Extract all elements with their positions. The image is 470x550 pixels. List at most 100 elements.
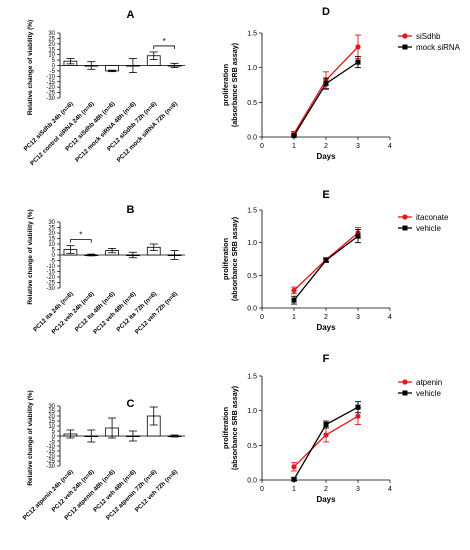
x-tick-label: 0 [260,486,264,493]
panel-label-e: E [322,189,329,201]
x-tick-label: 4 [388,486,392,493]
category-label: PC12 veh 72h (n=6) [134,468,179,513]
legend-label: atpenin [416,378,442,387]
data-point [323,432,329,438]
y-tick-label: -10 [46,444,55,450]
data-point [323,81,329,87]
y-tick-label: -25 [46,459,55,465]
y-tick-label: 5 [52,429,56,435]
y-tick-label: 0.0 [247,306,257,313]
x-axis-label: Days [316,495,336,504]
data-point [355,413,361,419]
y-tick-label: 5 [52,58,56,64]
panel-label-b: B [127,204,135,216]
line-panel-e: E 0.0 0.5 1.0 1.5 0 1 2 3 4 Days proliferation(abso… [221,189,449,332]
x-tick-label: 2 [324,486,328,493]
y-tick-label: -25 [46,281,55,287]
y-tick-label: 0 [52,64,56,70]
y-tick-label: 30 [48,220,55,226]
y-tick-label: -20 [46,275,55,281]
series-line [293,235,359,301]
data-point [355,404,361,410]
legend-marker [402,379,408,385]
y-tick-label: 15 [48,419,55,425]
y-tick-label: 1.5 [247,374,257,381]
y-tick-label: -30 [46,286,55,292]
x-tick-label: 2 [324,314,328,321]
y-tick-label: 10 [48,53,55,59]
x-tick-label: 3 [356,314,360,321]
significance-bracket [70,239,92,243]
y-axis-label-line: proliferation [221,64,230,106]
y-tick-label: -20 [46,454,55,460]
y-tick-label: -5 [50,439,56,445]
y-axis-label: proliferation(absorbance SRB assay) [221,216,239,301]
y-tick-label: 1.0 [247,240,257,247]
x-axis-label: Days [316,323,336,332]
data-point [291,133,297,139]
data-point [355,233,361,239]
data-point [291,476,297,482]
y-axis-label-line: proliferation [221,407,230,449]
y-tick-label: 20 [48,414,55,420]
y-tick-label: -15 [46,80,55,86]
y-tick-label: -5 [50,69,56,75]
y-tick-label: 0.5 [247,100,257,107]
y-tick-label: 25 [48,409,55,415]
y-tick-label: 10 [48,424,55,430]
x-tick-label: 1 [292,314,296,321]
y-tick-label: -15 [46,270,55,276]
data-point [291,464,297,470]
y-tick-label: 1.0 [247,65,257,72]
y-axis-label-line: (absorbance SRB assay) [230,42,239,127]
significance-bracket [153,45,175,49]
x-tick-label: 1 [292,486,296,493]
y-tick-label: 1.5 [247,31,257,38]
y-axis-label: proliferation(absorbance SRB assay) [221,42,239,127]
significance-star: * [79,231,82,240]
y-tick-label: 25 [48,36,55,42]
x-tick-label: 3 [356,486,360,493]
y-tick-label: 0 [52,253,56,259]
x-axis-label: Days [316,152,336,161]
y-tick-label: 20 [48,42,55,48]
y-axis-label: Relative change of viability (%) [27,20,34,115]
line-panel-d: D 0.0 0.5 1.0 1.5 0 1 2 3 4 Days proliferation(abso… [221,6,461,161]
y-tick-label: -25 [46,91,55,97]
y-tick-label: -30 [46,96,55,102]
legend-label: vehicle [416,389,441,398]
y-axis-label: Relative change of viability (%) [27,390,34,485]
data-point [291,297,297,303]
data-point [291,287,297,293]
x-tick-label: 1 [292,143,296,150]
x-tick-label: 3 [356,143,360,150]
data-point [323,257,329,263]
x-tick-label: 0 [260,143,264,150]
y-tick-label: -15 [46,449,55,455]
x-tick-label: 4 [388,143,392,150]
y-tick-label: 1.5 [247,208,257,215]
data-point [355,44,361,50]
y-tick-label: 30 [48,31,55,37]
y-tick-label: 0.0 [247,135,257,142]
y-axis-label: proliferation(absorbance SRB assay) [221,385,239,470]
y-tick-label: 15 [48,237,55,243]
series-line [293,406,359,480]
data-point [323,422,329,428]
category-label: PC12 veh 72h (n=6) [134,290,179,335]
legend-marker [402,214,408,220]
y-axis-label-line: (absorbance SRB assay) [230,385,239,470]
y-tick-label: 1.0 [247,408,257,415]
y-tick-label: 5 [52,248,56,254]
y-tick-label: 10 [48,242,55,248]
x-tick-label: 0 [260,314,264,321]
legend-marker [402,225,408,231]
panel-label-d: D [322,6,330,18]
legend-marker [402,33,408,39]
significance-star: * [163,37,166,46]
y-tick-label: -10 [46,74,55,80]
